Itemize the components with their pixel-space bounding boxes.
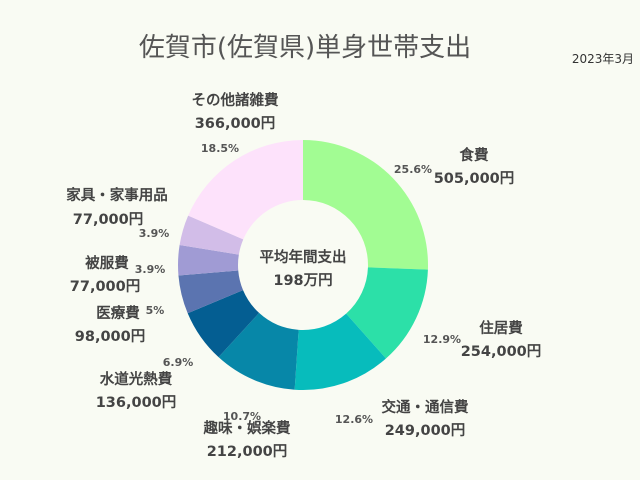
slice-5-amount-label: 136,000円 [96,394,177,411]
slice-3-arc [294,313,386,390]
chart-title: 佐賀市(佐賀県)単身世帯支出 [139,33,471,63]
slice-7-percent-label: 3.9% [135,263,166,276]
center-value: 198万円 [273,272,332,289]
slice-6-amount-label: 98,000円 [75,328,145,345]
slice-1-amount-label: 505,000円 [434,170,515,187]
slice-3-category-label: 交通・通信費 [382,398,469,416]
slice-7-category-label: 被服費 [85,254,129,272]
slice-4-amount-label: 212,000円 [207,443,288,460]
slice-3-percent-label: 12.6% [335,413,373,426]
slice-2-category-label: 住居費 [479,319,523,337]
slice-6-percent-label: 5% [146,304,165,317]
slice-7-arc [178,244,239,276]
slice-5-arc [187,290,260,358]
center-label: 平均年間支出 [260,248,347,266]
slice-2-percent-label: 12.9% [423,333,461,346]
donut-slices [178,140,428,390]
slice-4-percent-label: 10.7% [223,410,261,423]
slice-8-arc [179,215,244,255]
slice-2-arc [346,267,428,359]
slice-9-arc [188,140,303,240]
slice-1-percent-label: 25.6% [394,163,432,176]
slice-5-percent-label: 6.9% [163,356,194,369]
slice-7-amount-label: 77,000円 [70,278,140,295]
slice-1-category-label: 食費 [460,146,489,164]
slice-9-category-label: その他諸雑費 [192,91,279,109]
slice-8-amount-label: 77,000円 [73,211,143,228]
slice-3-amount-label: 249,000円 [385,422,466,439]
slice-4-arc [218,312,299,390]
slice-9-percent-label: 18.5% [201,142,239,155]
slice-5-category-label: 水道光熱費 [100,370,173,388]
slice-1-arc [303,140,428,270]
slice-8-percent-label: 3.9% [139,227,170,240]
slice-8-category-label: 家具・家事用品 [66,186,168,204]
slice-9-amount-label: 366,000円 [195,115,276,132]
slice-6-category-label: 医療費 [96,304,140,322]
slice-2-amount-label: 254,000円 [461,343,542,360]
slice-6-arc [178,270,244,314]
chart-date: 2023年3月 [572,52,634,66]
slice-4-category-label: 趣味・娯楽費 [203,419,291,437]
